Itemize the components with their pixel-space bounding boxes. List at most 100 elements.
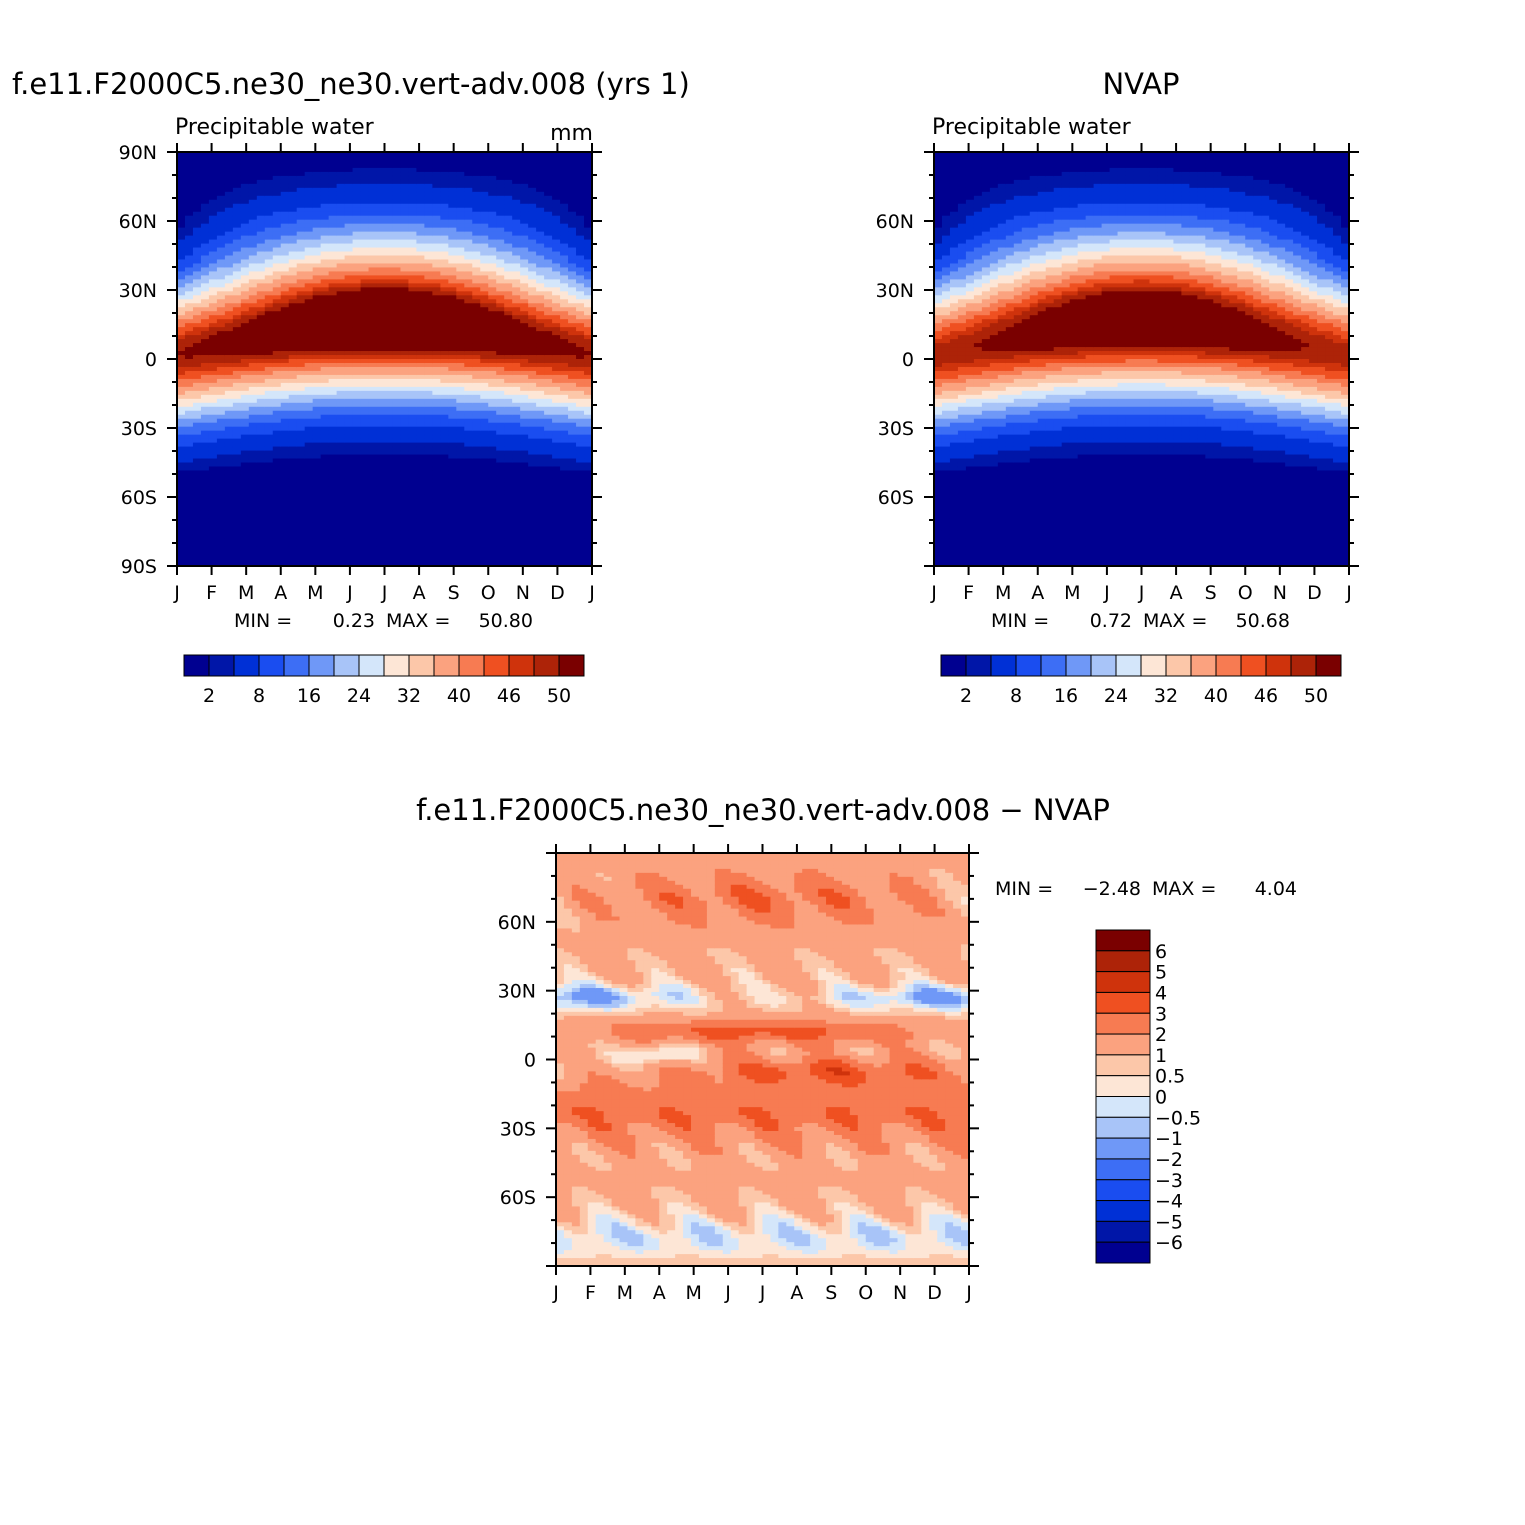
field-cell: [384, 351, 394, 356]
field-cell: [376, 386, 386, 392]
field-cell: [312, 251, 322, 257]
field-cell: [416, 343, 425, 348]
field-cell: [496, 239, 505, 245]
field-cell: [432, 299, 441, 304]
field-cell: [432, 422, 441, 428]
field-cell: [448, 219, 457, 225]
field-cell: [496, 311, 505, 316]
field-cell: [192, 518, 202, 523]
field-cell: [232, 279, 242, 284]
field-cell: [544, 255, 553, 261]
field-cell: [528, 163, 537, 169]
field-cell: [224, 458, 234, 464]
field-cell: [224, 514, 234, 519]
field-cell: [240, 235, 250, 241]
field-cell: [408, 382, 418, 388]
field-cell: [440, 251, 449, 257]
field-cell: [184, 179, 194, 185]
field-cell: [248, 223, 258, 229]
field-cell: [440, 534, 449, 539]
field-cell: [416, 183, 425, 189]
field-cell: [536, 183, 545, 189]
field-cell: [224, 490, 234, 495]
field-cell: [344, 275, 354, 280]
field-cell: [336, 343, 346, 348]
field-cell: [552, 474, 561, 480]
field-cell: [472, 219, 481, 225]
field-cell: [512, 315, 521, 320]
field-cell: [512, 490, 521, 495]
field-cell: [512, 167, 521, 173]
field-cell: [376, 538, 386, 543]
field-cell: [536, 331, 545, 336]
field-cell: [520, 191, 529, 197]
field-cell: [288, 454, 298, 460]
field-cell: [336, 315, 346, 320]
field-cell: [504, 406, 513, 412]
field-cell: [184, 390, 194, 396]
field-cell: [232, 394, 242, 400]
field-cell: [344, 550, 354, 555]
field-cell: [296, 351, 306, 356]
field-cell: [248, 562, 258, 566]
field-cell: [488, 159, 497, 165]
field-cell: [208, 386, 218, 392]
field-cell: [280, 259, 290, 265]
field-cell: [177, 275, 186, 280]
field-cell: [520, 263, 529, 269]
field-cell: [360, 271, 370, 276]
field-cell: [344, 382, 354, 388]
field-cell: [448, 370, 457, 376]
field-cell: [392, 410, 402, 416]
field-cell: [544, 374, 553, 380]
field-cell: [304, 331, 314, 336]
field-cell: [224, 203, 234, 209]
field-cell: [528, 239, 537, 245]
field-cell: [392, 303, 402, 308]
field-cell: [408, 550, 418, 555]
field-cell: [488, 430, 497, 436]
field-cell: [536, 259, 545, 265]
field-cell: [536, 398, 545, 404]
field-cell: [336, 187, 346, 193]
field-cell: [280, 239, 290, 245]
field-cell: [368, 406, 378, 412]
field-cell: [184, 490, 194, 495]
field-cell: [504, 422, 513, 428]
field-cell: [456, 394, 465, 400]
field-cell: [288, 494, 298, 499]
field-cell: [512, 343, 521, 348]
field-cell: [200, 394, 210, 400]
field-cell: [264, 458, 274, 464]
field-cell: [312, 223, 322, 229]
field-cell: [328, 554, 338, 559]
field-cell: [544, 307, 553, 312]
field-cell: [304, 434, 314, 440]
field-cell: [344, 378, 354, 384]
field-cell: [528, 378, 537, 384]
field-cell: [440, 362, 449, 368]
field-cell: [296, 366, 306, 372]
field-cell: [408, 211, 418, 217]
field-cell: [264, 339, 274, 344]
field-cell: [216, 315, 226, 320]
field-cell: [392, 315, 402, 320]
field-cell: [256, 514, 266, 519]
field-cell: [368, 402, 378, 408]
field-cell: [336, 442, 346, 448]
field-cell: [177, 219, 186, 225]
field-cell: [552, 374, 561, 380]
field-cell: [544, 351, 553, 356]
field-cell: [360, 394, 370, 400]
field-cell: [424, 374, 433, 380]
field-cell: [336, 231, 346, 237]
field-cell: [360, 470, 370, 476]
field-cell: [224, 546, 234, 551]
field-cell: [496, 307, 505, 312]
field-cell: [488, 239, 497, 245]
field-cell: [448, 398, 457, 404]
field-cell: [456, 438, 465, 444]
field-cell: [512, 394, 521, 400]
field-cell: [232, 231, 242, 237]
field-cell: [480, 530, 489, 535]
